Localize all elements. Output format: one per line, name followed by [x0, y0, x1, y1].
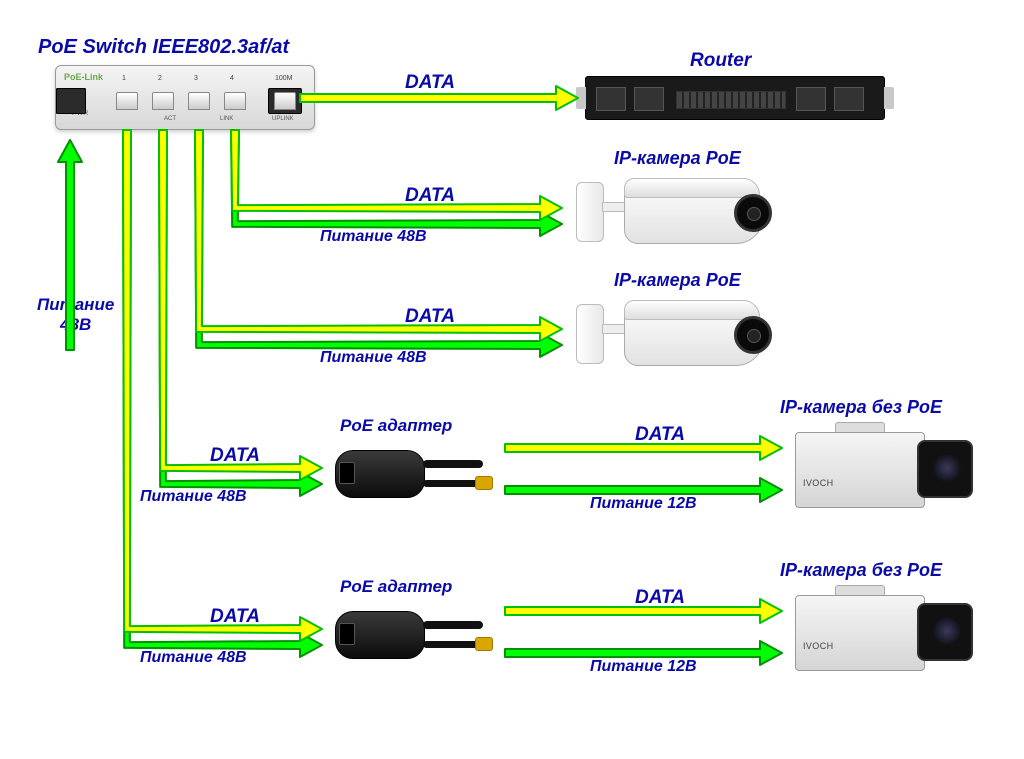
router-slot	[834, 87, 864, 111]
rj45-plug	[274, 92, 296, 110]
ip-camera-poe	[576, 168, 776, 258]
adapter-label: PoE адаптер	[340, 577, 452, 597]
rj45-plug	[224, 92, 246, 110]
poe-adapter	[335, 440, 505, 510]
power12-label: Питание 12В	[590, 658, 697, 676]
switch-act-label: ACT	[164, 116, 176, 122]
ip-camera-box: IVOCH	[795, 420, 975, 520]
switch-link-label: LINK	[220, 116, 233, 122]
data-label: DATA	[405, 185, 455, 207]
port-num: 2	[158, 75, 162, 82]
data-label: DATA	[405, 72, 455, 94]
power48-label: Питание 48В	[320, 349, 427, 367]
power48-label: Питание 48В	[320, 228, 427, 246]
camera-poe-label: IP-камера PoE	[614, 148, 741, 169]
switch-title: PoE Switch IEEE802.3af/at	[38, 36, 289, 59]
port-num: 3	[194, 75, 198, 82]
data-label: DATA	[635, 424, 685, 446]
poe-switch-device: PoE-Link PWR 1 2 3 4 100M ACT LINK UPLIN…	[55, 65, 315, 130]
power12-label: Питание 12В	[590, 495, 697, 513]
power48-label: Питание 48В	[140, 649, 247, 667]
camera-nopoe-label: IP-камера без PoE	[780, 560, 942, 581]
port-num: 4	[230, 75, 234, 82]
switch-uplink-label: UPLINK	[272, 116, 294, 122]
rj45-plug	[116, 92, 138, 110]
router-ports	[676, 91, 786, 109]
power-input-label: Питание 48В	[37, 295, 114, 335]
router-device	[585, 76, 885, 120]
camera-nopoe-label: IP-камера без PoE	[780, 397, 942, 418]
data-label: DATA	[405, 306, 455, 328]
router-slot	[596, 87, 626, 111]
data-label: DATA	[210, 606, 260, 628]
poe-adapter	[335, 601, 505, 671]
ip-camera-box: IVOCH	[795, 583, 975, 683]
rj45-plug	[152, 92, 174, 110]
camera-poe-label: IP-камера PoE	[614, 270, 741, 291]
ip-camera-poe	[576, 290, 776, 380]
uplink-note: 100M	[275, 75, 293, 82]
rj45-plug	[188, 92, 210, 110]
data-label: DATA	[210, 445, 260, 467]
switch-brand: PoE-Link	[64, 72, 103, 82]
power48-label: Питание 48В	[140, 488, 247, 506]
camera-brand: IVOCH	[803, 478, 834, 488]
adapter-label: PoE адаптер	[340, 416, 452, 436]
router-slot	[634, 87, 664, 111]
port-num: 1	[122, 75, 126, 82]
camera-brand: IVOCH	[803, 641, 834, 651]
router-label: Router	[690, 50, 751, 72]
router-slot	[796, 87, 826, 111]
data-label: DATA	[635, 587, 685, 609]
switch-port	[56, 88, 86, 114]
